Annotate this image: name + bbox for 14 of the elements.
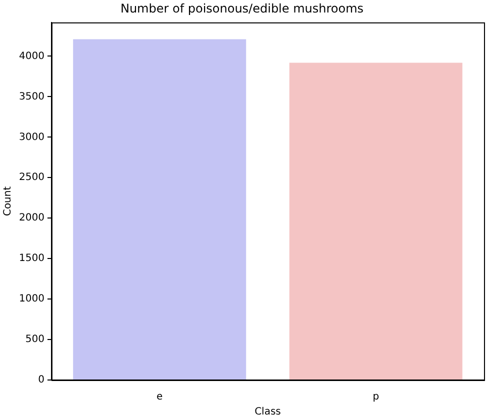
y-tick-label: 3000	[18, 132, 44, 143]
y-tick-label: 1000	[18, 294, 44, 305]
y-tick-label: 2000	[18, 212, 44, 224]
x-tick-label: e	[156, 392, 163, 403]
chart-title: Number of poisonous/edible mushrooms	[120, 1, 364, 16]
y-tick-label: 1500	[18, 253, 44, 264]
x-axis-title: Class	[254, 406, 281, 418]
y-tick-label: 3500	[18, 91, 44, 102]
y-tick-label: 2500	[18, 172, 44, 184]
y-axis-title: Count	[2, 186, 14, 216]
x-tick-label: p	[372, 392, 380, 403]
y-tick-label: 500	[25, 334, 44, 346]
y-tick-label: 4000	[18, 50, 44, 62]
y-tick-label: 0	[38, 374, 44, 386]
